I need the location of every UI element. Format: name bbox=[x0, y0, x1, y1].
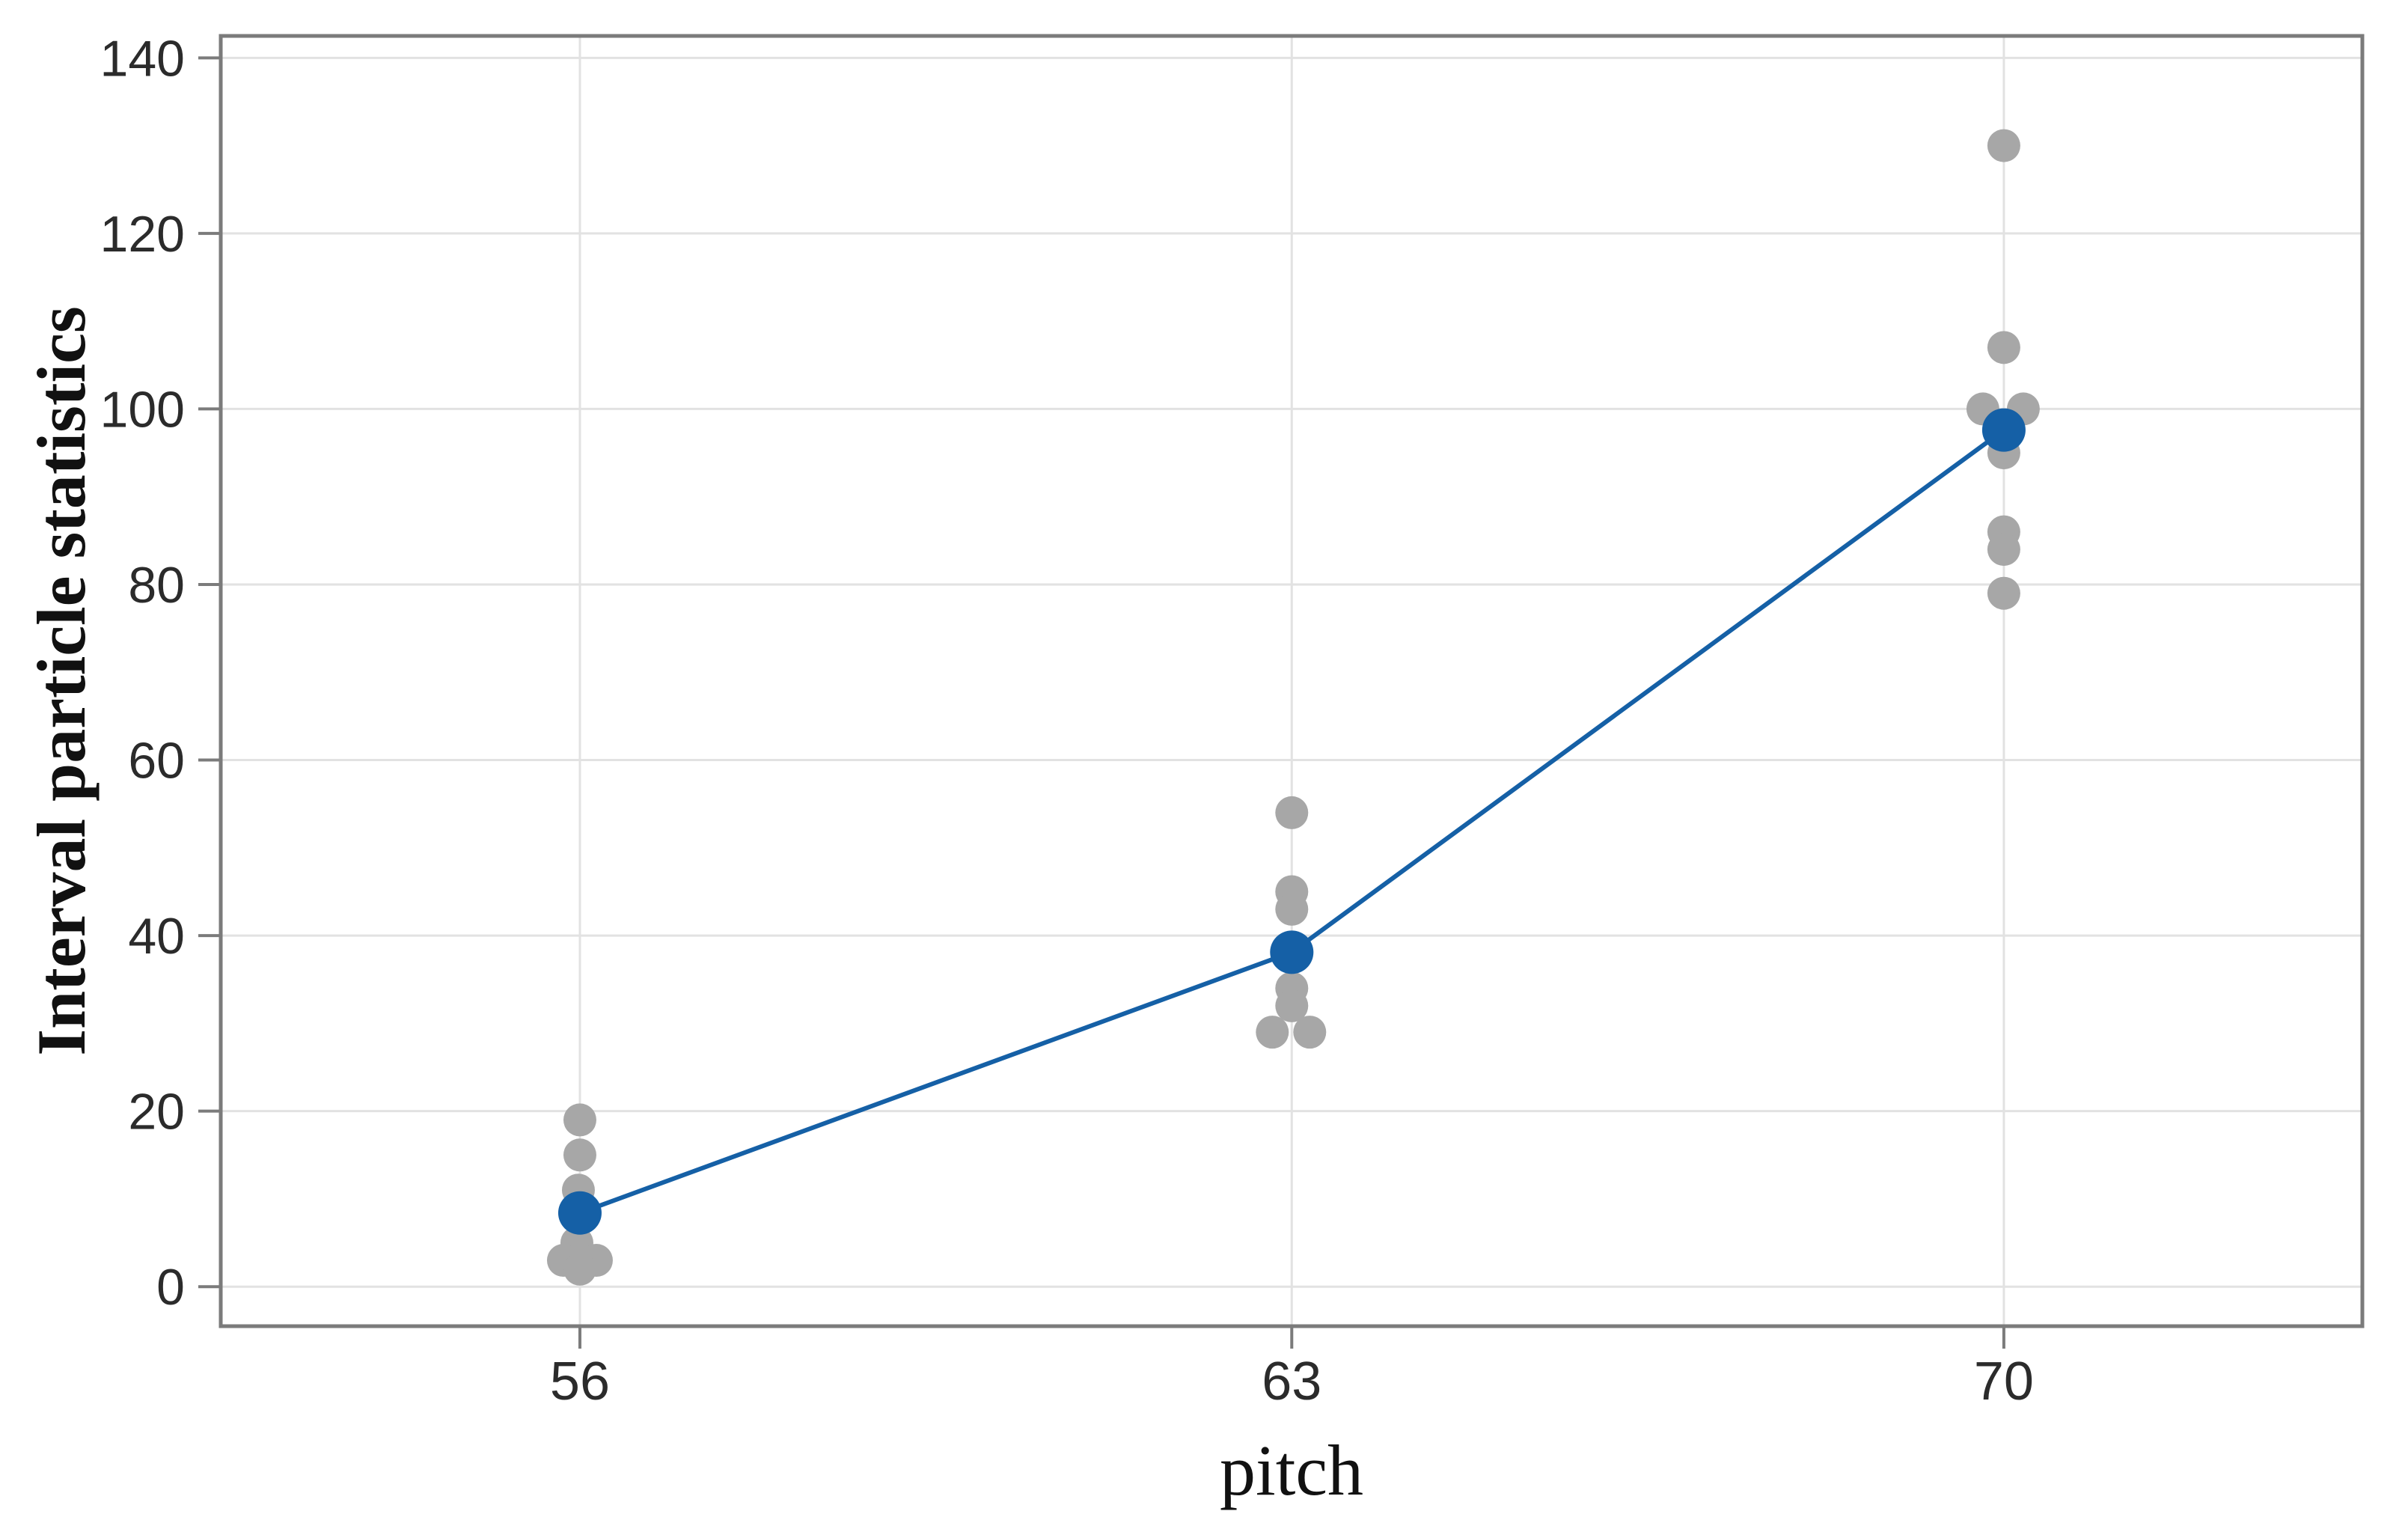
x-tick-label: 56 bbox=[550, 1352, 610, 1411]
y-tick-label: 40 bbox=[128, 908, 185, 965]
raw-data-point bbox=[1987, 129, 2020, 162]
mean-point bbox=[557, 1191, 602, 1235]
raw-data-point bbox=[1275, 796, 1309, 829]
x-axis-title: pitch bbox=[1220, 1430, 1363, 1510]
y-tick-label: 80 bbox=[128, 557, 185, 614]
raw-data-point bbox=[1256, 1016, 1289, 1049]
plot-frame bbox=[219, 34, 2365, 1328]
y-tick-label: 140 bbox=[100, 30, 185, 87]
raw-data-point bbox=[1293, 1016, 1327, 1049]
y-tick-label: 20 bbox=[128, 1084, 185, 1141]
y-tick-label: 60 bbox=[128, 733, 185, 790]
mean-point bbox=[1981, 408, 2026, 452]
raw-data-point bbox=[1275, 989, 1309, 1022]
raw-data-point bbox=[563, 1138, 596, 1172]
y-axis-title: Interval particle statistics bbox=[23, 306, 100, 1056]
y-tick-label: 100 bbox=[100, 381, 185, 438]
raw-data-point bbox=[1987, 576, 2020, 610]
mean-point bbox=[1270, 930, 1314, 974]
raw-data-point bbox=[563, 1103, 596, 1137]
raw-data-point bbox=[1987, 331, 2020, 364]
x-tick-label: 70 bbox=[1974, 1352, 2034, 1411]
y-tick-label: 120 bbox=[100, 206, 185, 263]
raw-data-point bbox=[563, 1252, 596, 1286]
raw-data-point bbox=[1275, 892, 1309, 926]
x-tick-label: 63 bbox=[1262, 1352, 1321, 1411]
y-tick-label: 0 bbox=[156, 1259, 185, 1316]
raw-data-point bbox=[1987, 533, 2020, 567]
